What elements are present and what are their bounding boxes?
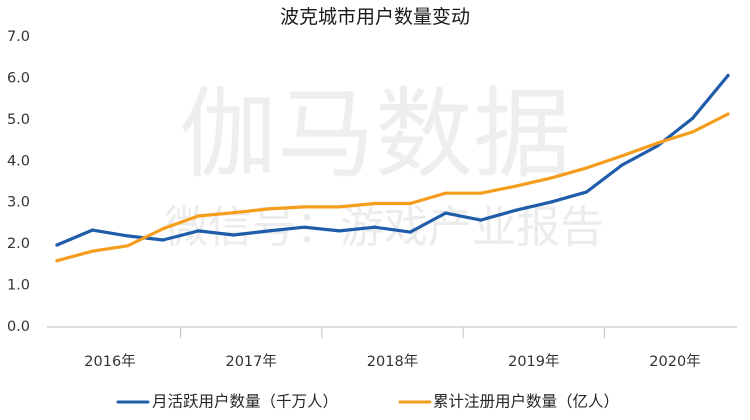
data-point-series-2 [585, 166, 589, 170]
data-point-series-2 [267, 207, 271, 211]
data-point-series-2 [514, 184, 518, 188]
x-group-label: 2020年 [649, 353, 700, 370]
data-point-series-1 [337, 229, 342, 233]
data-point-series-2 [620, 154, 624, 158]
data-point-series-2 [90, 249, 94, 253]
data-point-series-2 [655, 141, 660, 145]
data-point-series-2 [55, 259, 59, 263]
x-group-label: 2017年 [225, 353, 276, 370]
data-point-series-1 [196, 229, 200, 233]
data-point-series-1 [126, 234, 130, 238]
data-point-series-1 [620, 163, 624, 167]
data-point-series-2 [161, 227, 165, 231]
y-axis: 0.0 1.0 2.0 3.0 4.0 5.0 6.0 7.0 [7, 29, 30, 335]
legend-item-registered-users: 累计注册用户数量（亿人） [398, 393, 619, 411]
x-axis: 2016年 2017年 2018年 2019年 2020年 [47, 326, 737, 370]
data-point-series-1 [479, 218, 483, 222]
data-point-series-2 [691, 130, 695, 134]
series-line-2 [55, 112, 730, 263]
data-point-series-2 [126, 244, 130, 248]
data-point-series-2 [408, 201, 412, 206]
data-point-series-2 [549, 176, 554, 180]
data-point-series-2 [337, 205, 342, 209]
legend-label: 月活跃用户数量（千万人） [152, 393, 338, 411]
y-tick-label: 7.0 [7, 29, 30, 45]
y-tick-label: 1.0 [7, 278, 30, 294]
y-tick-label: 6.0 [7, 70, 30, 86]
data-point-series-1 [373, 225, 377, 229]
data-point-series-1 [232, 233, 236, 237]
plot-area [55, 73, 730, 263]
data-point-series-1 [443, 211, 448, 215]
data-point-series-2 [196, 214, 200, 218]
data-point-series-2 [479, 191, 483, 195]
chart-title: 波克城市用户数量变动 [280, 6, 470, 28]
legend: 月活跃用户数量（千万人） 累计注册用户数量（亿人） [116, 393, 619, 411]
data-point-series-2 [373, 201, 377, 206]
data-point-series-1 [90, 228, 94, 232]
data-point-series-1 [514, 208, 518, 212]
x-group-label: 2018年 [367, 353, 418, 370]
data-point-series-1 [655, 144, 660, 148]
data-point-series-1 [302, 225, 306, 229]
data-point-series-2 [443, 191, 448, 195]
data-point-series-1 [408, 230, 412, 234]
x-group-label: 2016年 [84, 353, 135, 370]
data-point-series-1 [691, 116, 695, 120]
x-group-label: 2019年 [508, 353, 559, 370]
data-point-series-2 [302, 205, 306, 209]
data-point-series-2 [726, 112, 730, 116]
watermark-main-text: 伽马数据 [179, 78, 571, 192]
data-point-series-2 [232, 211, 236, 215]
y-tick-label: 2.0 [7, 236, 30, 252]
data-point-series-1 [267, 229, 271, 233]
legend-item-monthly-active-users: 月活跃用户数量（千万人） [116, 393, 338, 411]
y-tick-label: 3.0 [7, 195, 30, 211]
data-point-series-1 [549, 200, 554, 204]
y-tick-label: 4.0 [7, 153, 30, 169]
data-point-series-1 [55, 243, 59, 247]
data-point-series-1 [161, 238, 165, 242]
watermark: 伽马数据 微信号：游戏产业报告 [164, 78, 604, 253]
data-point-series-1 [585, 190, 589, 194]
series-line-1 [55, 73, 730, 247]
y-tick-label: 5.0 [7, 112, 30, 128]
legend-label: 累计注册用户数量（亿人） [433, 393, 619, 411]
y-tick-label: 0.0 [7, 319, 30, 335]
data-point-series-1 [726, 73, 730, 78]
